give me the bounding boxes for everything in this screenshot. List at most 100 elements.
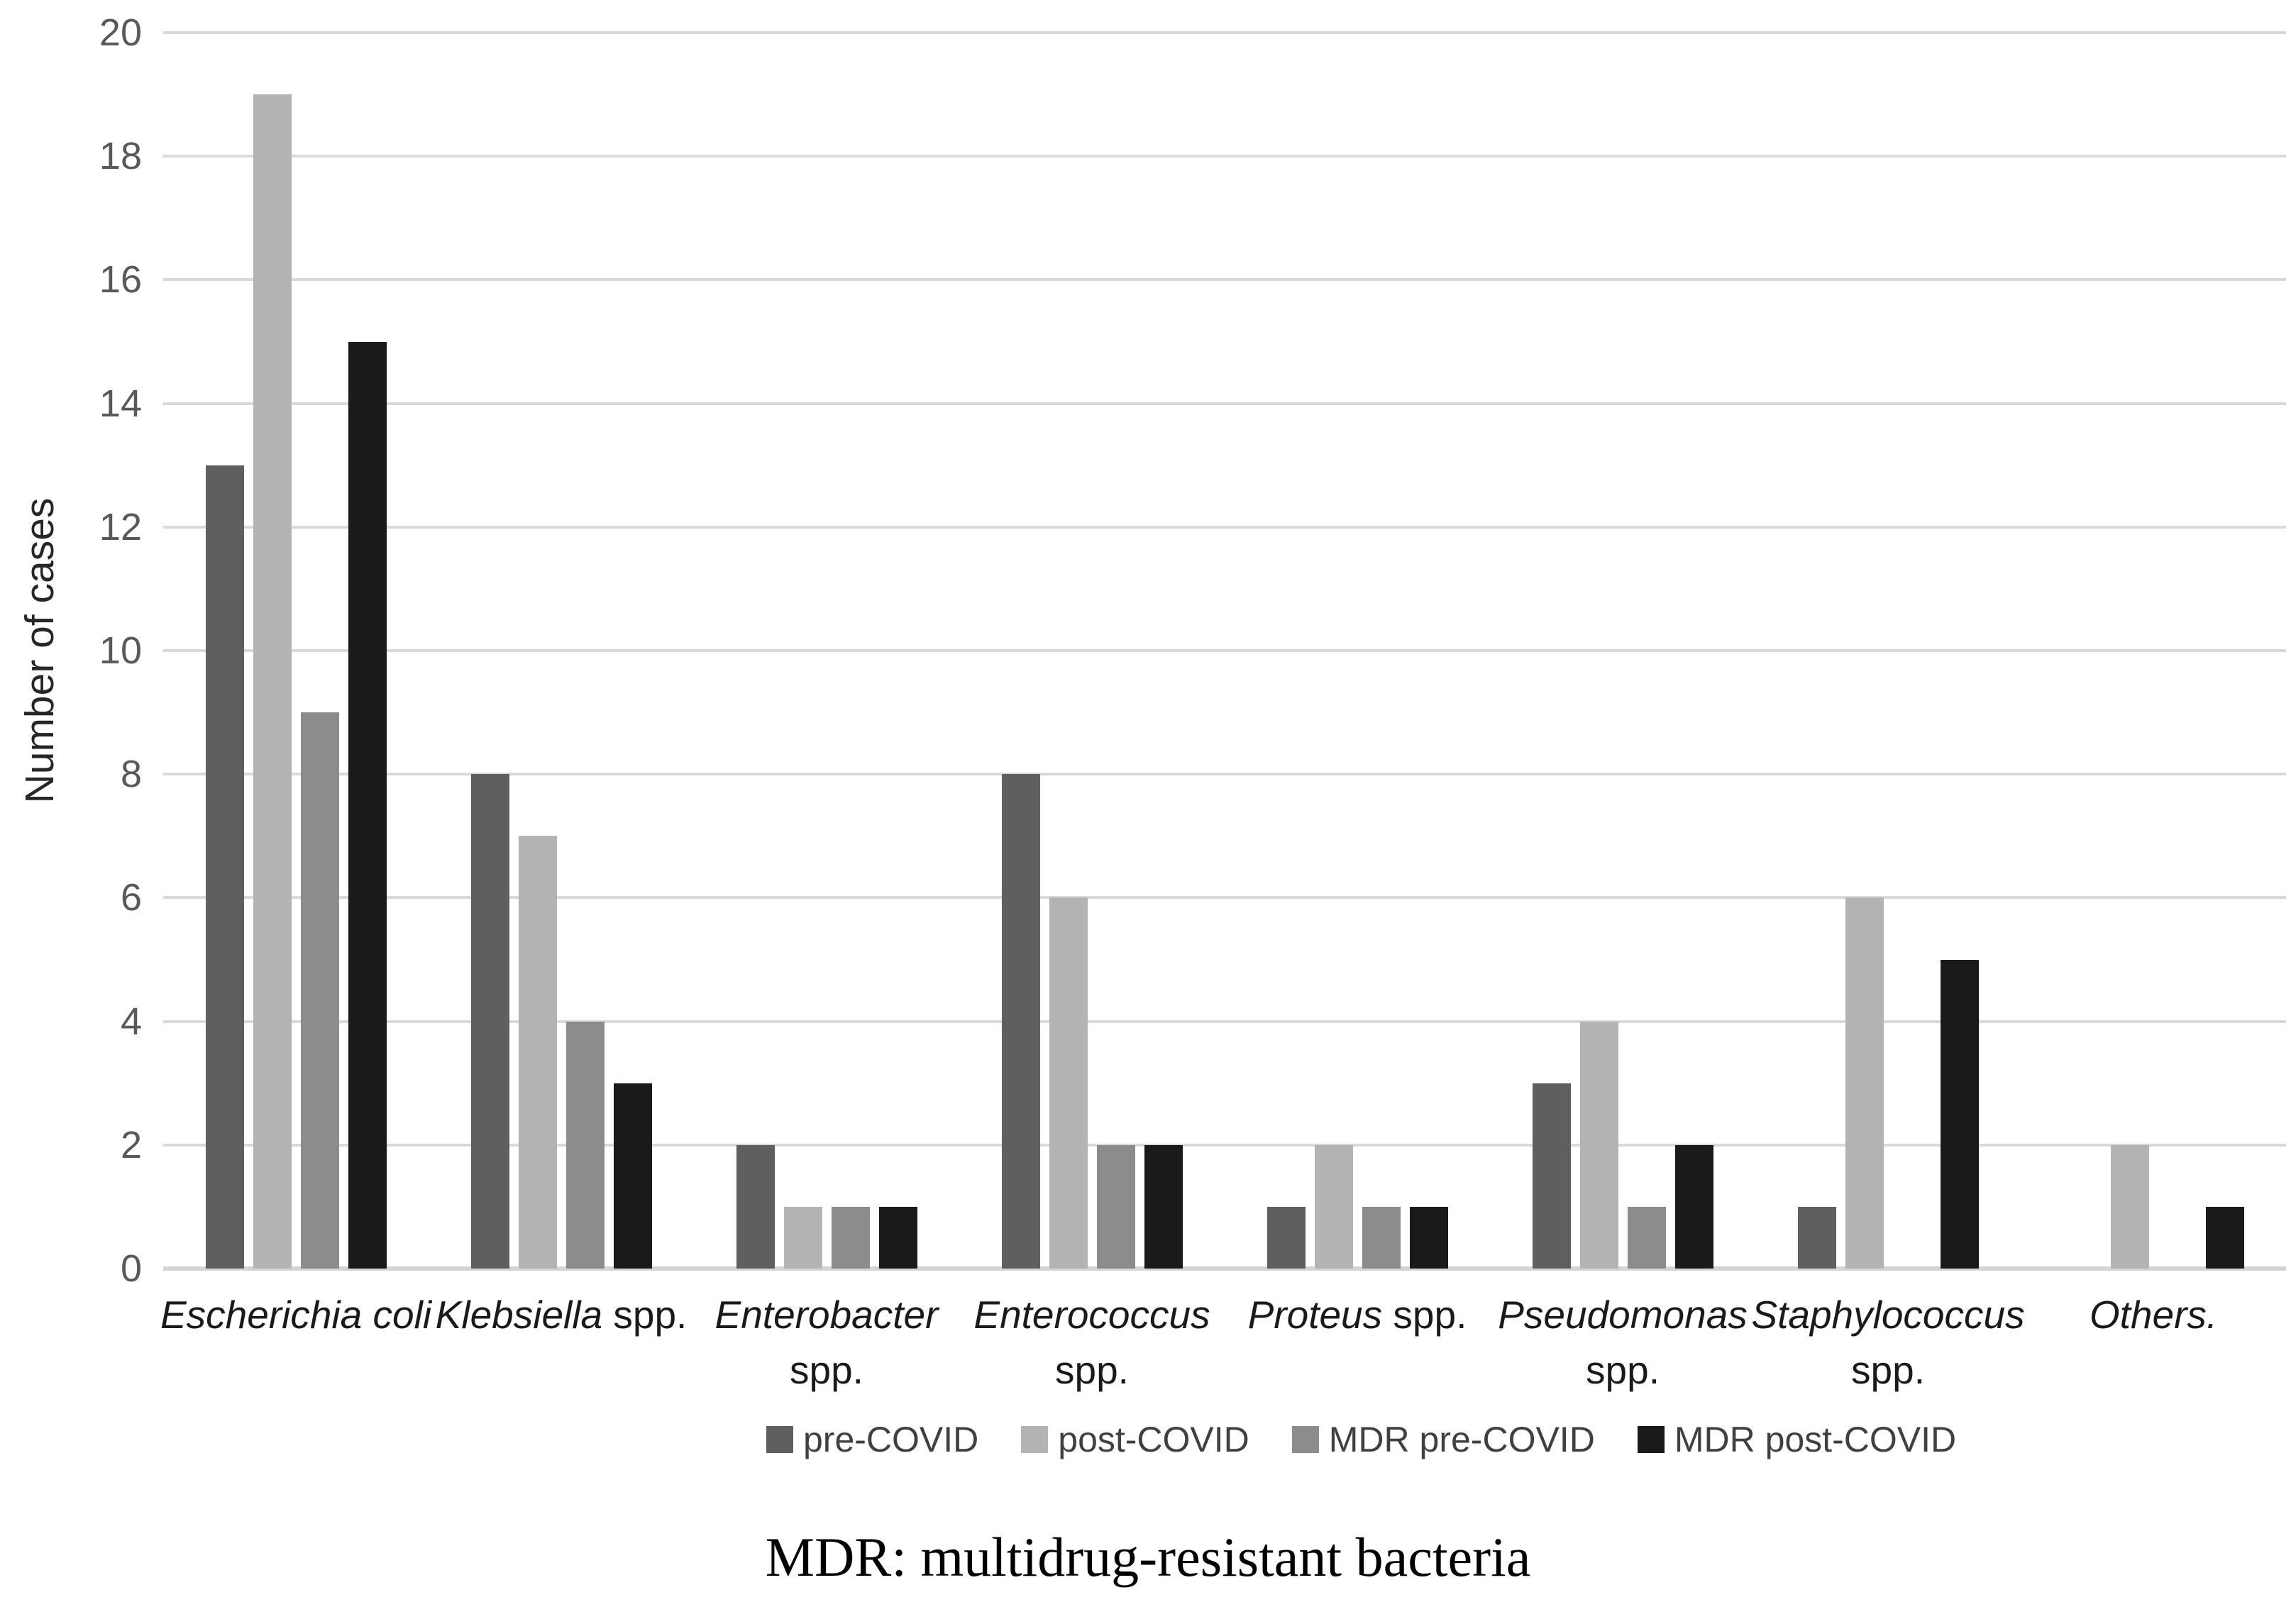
bar-cluster xyxy=(163,33,429,1269)
bar-mdr-pre-covid xyxy=(300,712,339,1269)
category-genus: Others. xyxy=(2089,1293,2218,1337)
bar-mdr-post-covid xyxy=(878,1206,917,1269)
legend-label: MDR pre-COVID xyxy=(1328,1420,1595,1459)
bar-mdr-pre-covid xyxy=(565,1021,605,1269)
bar-pre-covid xyxy=(1001,774,1040,1269)
category-suffix: spp. xyxy=(1382,1293,1467,1337)
y-tick-label: 16 xyxy=(99,258,142,302)
y-tick-label: 6 xyxy=(120,876,142,919)
gridline xyxy=(163,1020,2286,1023)
y-tick-label: 8 xyxy=(120,753,142,796)
category-5: Proteus spp. xyxy=(1225,33,1490,1337)
category-genus: Escherichia coli xyxy=(160,1293,432,1337)
bar-mdr-post-covid xyxy=(1144,1144,1183,1269)
gridline xyxy=(163,649,2286,652)
y-tick-label: 4 xyxy=(120,1000,142,1043)
y-tick-label: 20 xyxy=(99,11,142,54)
bar-mdr-pre-covid xyxy=(1096,1144,1135,1269)
legend-swatch xyxy=(1021,1426,1049,1453)
bar-mdr-post-covid xyxy=(348,341,387,1269)
bar-cluster xyxy=(959,33,1225,1269)
bar-post-covid xyxy=(1049,897,1088,1269)
plot-area xyxy=(163,31,2286,1271)
bar-mdr-post-covid xyxy=(613,1083,652,1269)
legend: pre-COVID post-COVID MDR pre-COVID MDR post… xyxy=(766,1419,1956,1460)
legend-swatch xyxy=(1291,1426,1319,1453)
bar-pre-covid xyxy=(736,1144,775,1269)
bar-cluster xyxy=(1755,33,2021,1269)
category-genus: Klebsiella xyxy=(435,1293,603,1337)
gridline xyxy=(163,155,2286,158)
category-label: Pseudomonas spp. xyxy=(1498,1287,1748,1398)
bar-mdr-post-covid xyxy=(1940,959,1979,1269)
category-label: Klebsiella spp. xyxy=(436,1287,688,1342)
bar-post-covid xyxy=(518,836,557,1269)
legend-label: MDR post-COVID xyxy=(1674,1420,1957,1459)
bar-cluster xyxy=(429,33,694,1269)
category-label: Proteus spp. xyxy=(1248,1287,1467,1342)
category-2: Klebsiella spp. xyxy=(429,33,694,1337)
x-axis-line xyxy=(163,1266,2286,1271)
bar-mdr-pre-covid xyxy=(831,1206,870,1269)
bar-post-covid xyxy=(2110,1144,2149,1269)
legend-item-mdr-pre-covid: MDR pre-COVID xyxy=(1291,1419,1595,1460)
legend-item-mdr-post-covid: MDR post-COVID xyxy=(1637,1419,1957,1460)
y-tick-label: 2 xyxy=(120,1123,142,1166)
bar-post-covid xyxy=(253,94,292,1269)
category-1: Escherichia coli xyxy=(160,33,431,1337)
category-label: Enterococcus spp. xyxy=(973,1287,1210,1398)
category-label-line2: spp. xyxy=(1586,1348,1660,1392)
bar-pre-covid xyxy=(1532,1083,1571,1269)
bar-mdr-pre-covid xyxy=(1627,1206,1666,1269)
bar-post-covid xyxy=(1579,1021,1618,1269)
legend-swatch xyxy=(766,1426,793,1453)
bar-cluster xyxy=(694,33,959,1269)
bar-cluster xyxy=(2021,33,2286,1269)
category-genus: Pseudomonas xyxy=(1498,1293,1748,1337)
category-genus: Enterobacter xyxy=(714,1293,939,1337)
figure-caption: MDR: multidrug-resistant bacteria xyxy=(765,1526,1531,1588)
legend-item-post-covid: post-COVID xyxy=(1021,1419,1249,1460)
bar-pre-covid xyxy=(470,774,509,1269)
y-tick-label: 12 xyxy=(99,505,142,548)
category-3: Enterobacter spp. xyxy=(694,33,959,1392)
category-label: Enterobacter spp. xyxy=(715,1287,939,1398)
gridline xyxy=(163,402,2286,405)
gridline xyxy=(163,31,2286,34)
gridline xyxy=(163,278,2286,282)
category-label-line2: spp. xyxy=(1851,1348,1925,1392)
gridline xyxy=(163,773,2286,776)
y-tick-label: 14 xyxy=(99,382,142,425)
gridline xyxy=(163,1143,2286,1147)
legend-item-pre-covid: pre-COVID xyxy=(766,1419,978,1460)
y-tick-label: 0 xyxy=(120,1247,142,1290)
bar-cluster xyxy=(1490,33,1755,1269)
bar-post-covid xyxy=(1845,897,1884,1269)
y-tick-label: 10 xyxy=(99,629,142,672)
category-label: Staphylococcus spp. xyxy=(1751,1287,2024,1398)
category-8: Others. xyxy=(2021,33,2286,1337)
bar-mdr-post-covid xyxy=(2205,1206,2244,1269)
bar-post-covid xyxy=(783,1206,822,1269)
gridline xyxy=(163,525,2286,529)
category-genus: Staphylococcus xyxy=(1751,1293,2025,1337)
category-genus: Enterococcus xyxy=(973,1293,1210,1337)
category-4: Enterococcus spp. xyxy=(959,33,1225,1392)
category-label-line2: spp. xyxy=(1055,1348,1129,1392)
legend-label: pre-COVID xyxy=(803,1420,979,1459)
category-genus: Proteus xyxy=(1247,1293,1383,1337)
category-label: Escherichia coli xyxy=(160,1287,431,1342)
bar-mdr-post-covid xyxy=(1409,1206,1448,1269)
bar-pre-covid xyxy=(1797,1206,1836,1269)
bar-post-covid xyxy=(1314,1144,1353,1269)
y-tick-label: 18 xyxy=(99,135,142,178)
bar-pre-covid xyxy=(1266,1206,1306,1269)
category-7: Staphylococcus spp. xyxy=(1751,33,2025,1392)
categories: Escherichia coli Klebsiella spp. Enterobac… xyxy=(160,33,2286,1392)
bar-cluster xyxy=(1225,33,1490,1269)
bar-pre-covid xyxy=(205,465,244,1269)
category-label-line2: spp. xyxy=(790,1348,863,1392)
bar-mdr-post-covid xyxy=(1674,1144,1713,1269)
gridline xyxy=(163,896,2286,900)
